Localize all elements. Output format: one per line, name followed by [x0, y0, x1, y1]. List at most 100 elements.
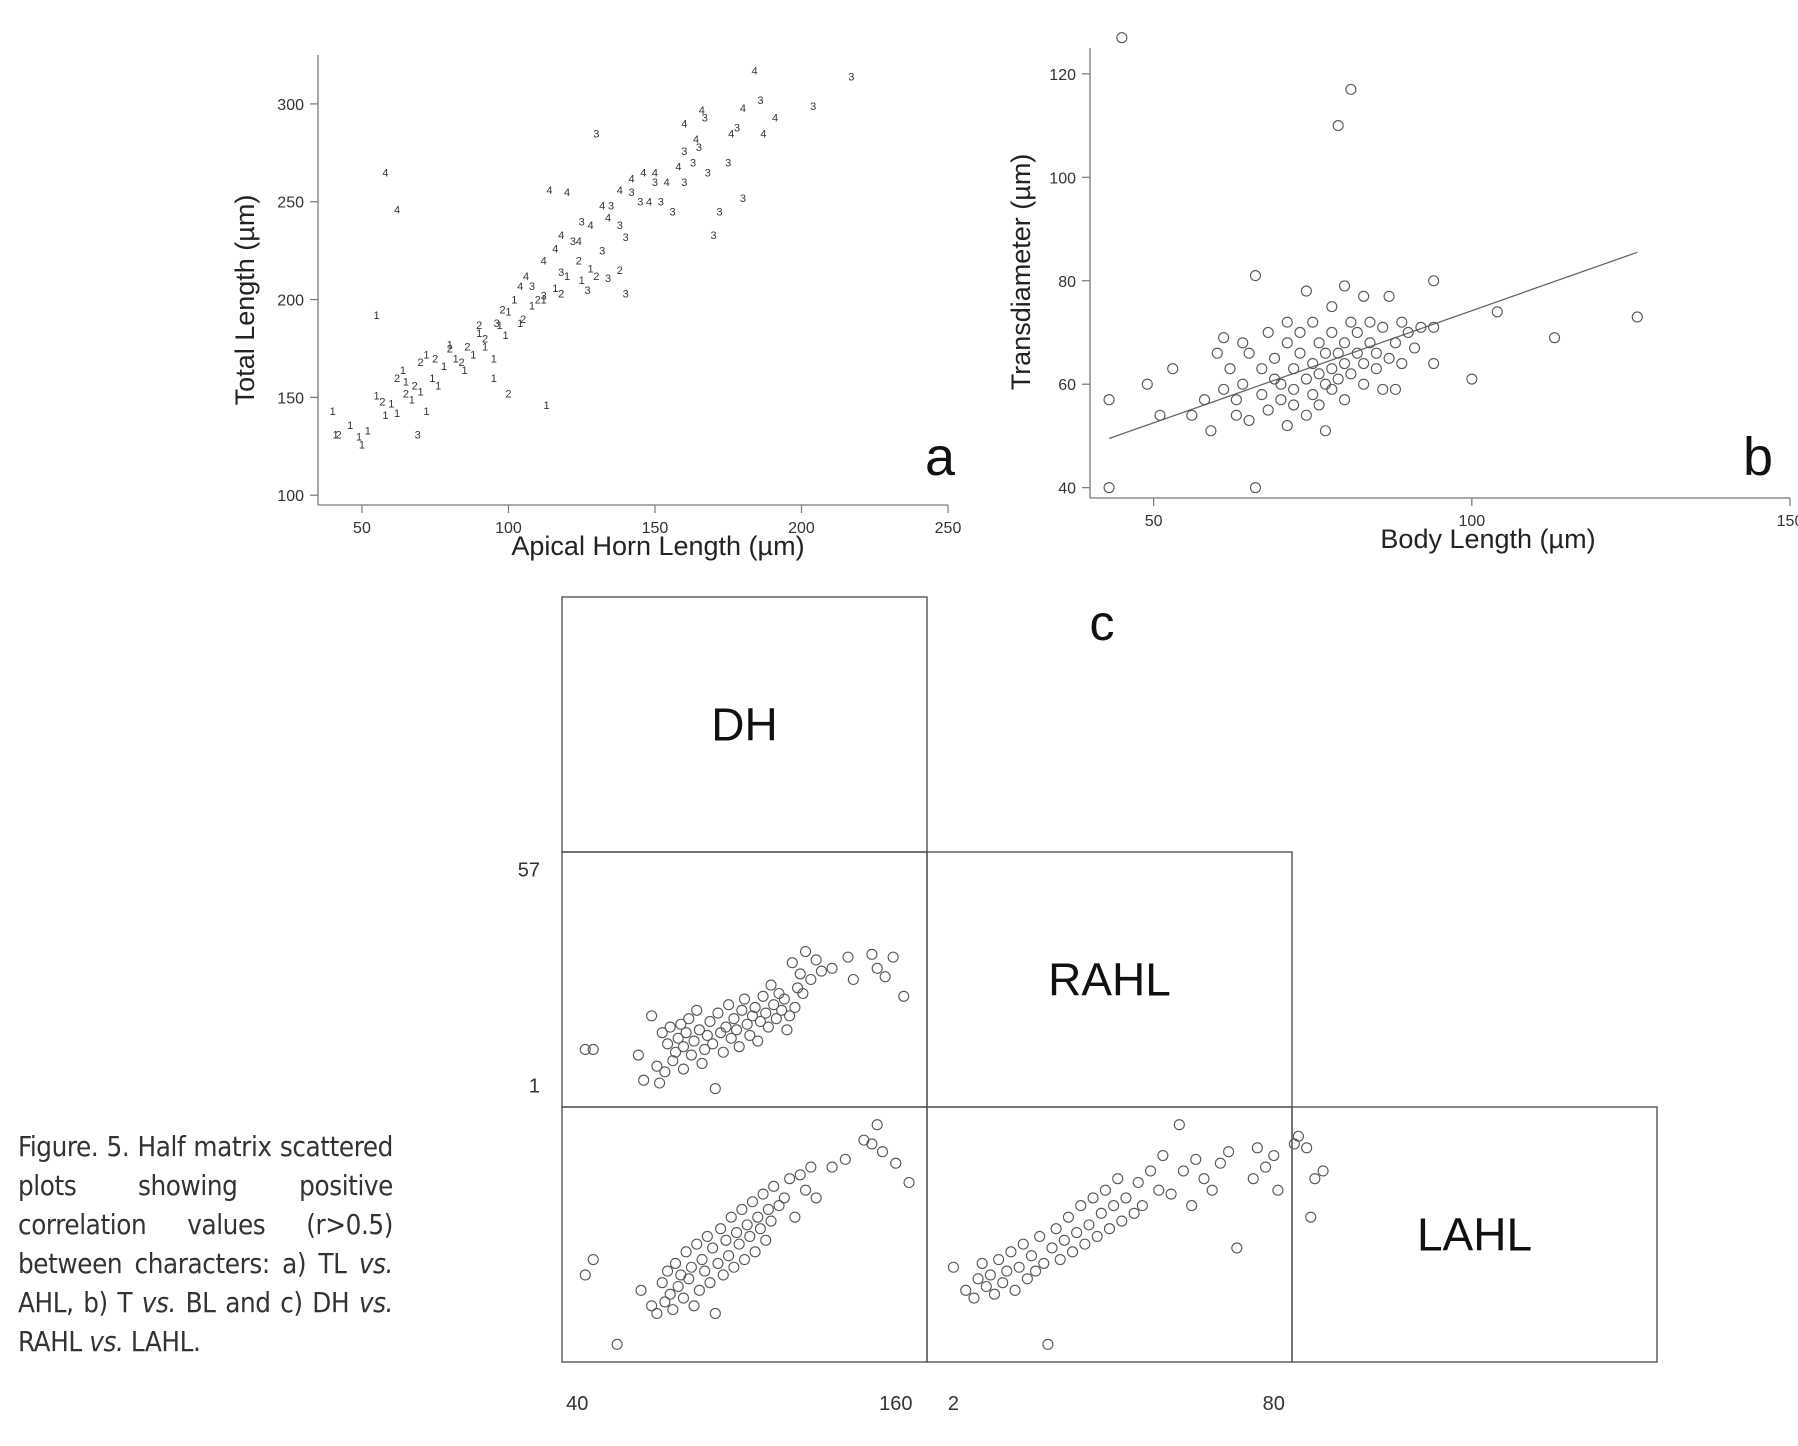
- matrix-point-lahl-vs-rahl: [1095, 1207, 1107, 1219]
- panel-a-point: 1: [511, 295, 517, 307]
- panel-b-point: [1313, 337, 1325, 349]
- matrix-point-lahl-vs-rahl: [1186, 1200, 1198, 1212]
- matrix-point-lahl-vs-rahl: [1317, 1165, 1329, 1177]
- matrix-point-rahl-vs-dh: [661, 1038, 674, 1050]
- matrix-point-rahl-vs-dh: [898, 990, 910, 1002]
- matrix-point-lahl-vs-rahl: [1301, 1142, 1313, 1154]
- matrix-point-rahl-vs-dh: [712, 1007, 724, 1019]
- matrix-point-rahl-vs-dh: [784, 1010, 796, 1022]
- matrix-point-rahl-vs-dh: [720, 1021, 732, 1033]
- matrix-point-rahl-vs-dh: [646, 1010, 658, 1022]
- matrix-point-lahl-vs-rahl: [1292, 1130, 1304, 1142]
- matrix-point-rahl-vs-dh: [579, 1043, 591, 1055]
- panel-b-point: [1300, 373, 1312, 385]
- matrix-point-rahl-vs-dh: [794, 968, 806, 980]
- matrix-point-lahl-vs-rahl: [1272, 1184, 1284, 1196]
- panel-a-point: 1: [435, 381, 441, 393]
- panel-b-point: [1307, 389, 1319, 401]
- matrix-point-lahl-vs-dh: [661, 1265, 674, 1277]
- panel-a-point: 3: [628, 187, 634, 199]
- matrix-point-rahl-vs-dh: [696, 1057, 708, 1069]
- matrix-point-rahl-vs-dh: [773, 987, 785, 1000]
- panel-a-point: 1: [447, 340, 453, 352]
- matrix-point-lahl-vs-dh: [746, 1196, 759, 1208]
- matrix-point-lahl-vs-rahl: [1025, 1250, 1038, 1262]
- matrix-cell-lahl-vs-rahl: [926, 1106, 1293, 1363]
- matrix-point-lahl-vs-rahl: [960, 1284, 972, 1296]
- panel-a-point: 2: [464, 342, 470, 354]
- matrix-point-rahl-vs-dh: [799, 945, 812, 958]
- matrix-point-rahl-vs-dh: [587, 1043, 599, 1055]
- panel-b-x-tick-label: 50: [1145, 513, 1163, 530]
- panel-a-point: 1: [330, 406, 336, 418]
- panel-a-point: 3: [848, 72, 854, 84]
- panel-b-point: [1268, 352, 1281, 364]
- matrix-point-rahl-vs-dh: [810, 954, 822, 966]
- matrix-point-lahl-vs-rahl: [997, 1277, 1009, 1289]
- panel-a-point: 2: [394, 373, 400, 385]
- matrix-point-lahl-vs-rahl: [1005, 1246, 1017, 1258]
- matrix-point-rahl-vs-dh: [738, 993, 751, 1005]
- panel-b-point: [1402, 326, 1414, 339]
- matrix-point-lahl-vs-dh: [744, 1230, 756, 1242]
- matrix-point-lahl-vs-dh: [659, 1296, 671, 1308]
- matrix-cell-lahl: [1291, 1106, 1658, 1363]
- matrix-point-lahl-vs-dh: [720, 1234, 732, 1246]
- matrix-point-rahl-vs-dh: [723, 999, 735, 1011]
- matrix-point-lahl-vs-dh: [826, 1161, 838, 1173]
- matrix-point-lahl-vs-rahl: [1153, 1184, 1165, 1196]
- matrix-point-lahl-vs-rahl: [1173, 1119, 1185, 1131]
- panel-a-label: a: [925, 427, 956, 487]
- panel-b-point: [1332, 373, 1344, 385]
- panel-b-point: [1466, 373, 1478, 385]
- panel-a-point: 4: [640, 167, 646, 179]
- panel-b-point: [1218, 332, 1230, 344]
- matrix-point-rahl-vs-dh: [765, 979, 777, 991]
- matrix-point-lahl-vs-rahl: [1190, 1153, 1202, 1165]
- matrix-point-rahl-vs-dh: [741, 1018, 753, 1030]
- panel-b-point: [1631, 311, 1643, 323]
- panel-a-point: 3: [696, 142, 702, 154]
- matrix-point-lahl-vs-rahl: [1157, 1149, 1169, 1162]
- matrix-point-rahl-vs-dh: [664, 1021, 676, 1033]
- matrix-point-lahl-vs-dh: [752, 1211, 764, 1223]
- panel-a-point: 3: [702, 113, 708, 125]
- panel-a-point: 3: [705, 167, 711, 179]
- matrix-point-lahl-vs-dh: [738, 1253, 751, 1266]
- matrix-point-lahl-vs-dh: [890, 1157, 902, 1169]
- matrix-point-lahl-vs-dh: [799, 1184, 812, 1196]
- panel-b-point: [1389, 383, 1402, 395]
- caption-text-5: LAHL.: [123, 1326, 201, 1359]
- panel-a-point: 2: [593, 271, 599, 283]
- panel-a-point: 4: [552, 244, 558, 256]
- panel-a-point: 3: [541, 291, 547, 303]
- matrix-point-lahl-vs-dh: [725, 1211, 737, 1223]
- panel-b-point: [1288, 363, 1300, 375]
- panel-a-point: 1: [374, 390, 380, 402]
- matrix-point-lahl-vs-rahl: [1091, 1230, 1103, 1242]
- matrix-label-lahl: LAHL: [1417, 1209, 1532, 1261]
- panel-b-point: [1319, 425, 1332, 437]
- panel-c-label: c: [1090, 595, 1115, 651]
- matrix-point-lahl-vs-rahl: [1112, 1173, 1124, 1185]
- matrix-point-rahl-vs-dh: [744, 1029, 756, 1042]
- matrix-point-rahl-vs-dh: [770, 1013, 782, 1025]
- matrix-point-rahl-vs-dh: [752, 1035, 764, 1047]
- panel-b-point: [1218, 383, 1230, 395]
- matrix-point-lahl-vs-rahl: [1132, 1176, 1144, 1189]
- panel-a-point: 3: [711, 230, 717, 242]
- matrix-point-rahl-vs-dh: [675, 1018, 687, 1030]
- panel-a-point: 2: [535, 295, 541, 307]
- panel-a-y-tick-label: 250: [277, 195, 304, 212]
- panel-a-point: 3: [757, 95, 763, 107]
- panel-a-point: 1: [543, 400, 549, 412]
- matrix-point-rahl-vs-dh: [667, 1055, 679, 1067]
- panel-b-point: [1275, 394, 1287, 406]
- matrix-point-lahl-vs-rahl: [1247, 1173, 1259, 1185]
- panel-b-point: [1243, 414, 1255, 426]
- panel-b-point: [1224, 363, 1236, 375]
- matrix-point-rahl-vs-dh: [768, 999, 780, 1011]
- panel-a-point: 4: [587, 220, 593, 232]
- panel-a-point: 3: [734, 122, 740, 134]
- matrix-point-lahl-vs-rahl: [1305, 1211, 1317, 1223]
